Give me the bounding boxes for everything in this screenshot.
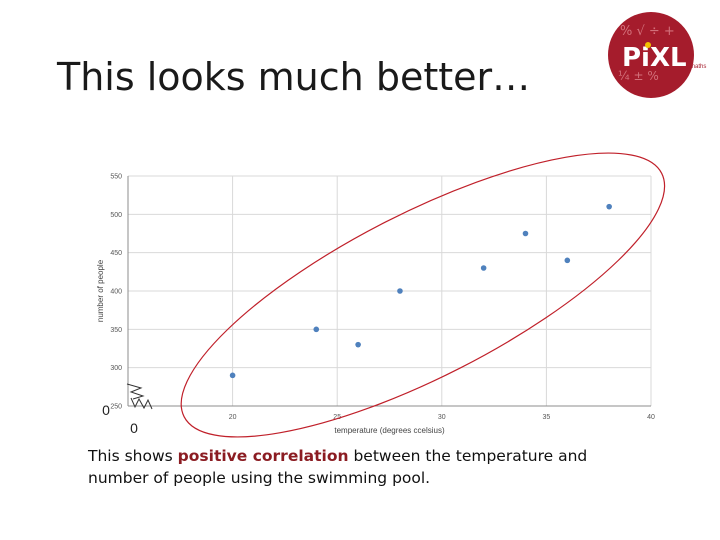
logo-symbols-2: ¼ ± %: [618, 69, 659, 83]
x-tick-label: 30: [438, 414, 446, 421]
logo-symbols: % √ ÷ +: [620, 24, 675, 39]
data-point: [606, 203, 612, 210]
data-point: [480, 265, 487, 271]
logo-brand-text: PiXL: [622, 43, 687, 73]
x-axis-zero-label: 0: [130, 420, 138, 436]
data-point: [355, 341, 361, 348]
y-tick-label: 500: [110, 212, 122, 219]
y-tick-label: 400: [110, 289, 122, 296]
x-axis-label: temperature (degrees ccelsius): [334, 426, 445, 435]
y-axis-break-mark: [126, 383, 145, 400]
data-point: [313, 326, 320, 333]
x-tick-label: 40: [647, 414, 655, 421]
data-point: [522, 230, 529, 237]
logo-subtext: maths: [690, 64, 706, 70]
caption-before: This shows: [88, 447, 178, 465]
caption-highlight: positive correlation: [177, 447, 349, 465]
highlight-ellipse: [180, 152, 666, 438]
x-tick-label: 35: [543, 414, 551, 421]
y-tick-label: 300: [110, 365, 122, 372]
caption-after: between the temperature and number of pe…: [88, 447, 588, 487]
x-axis-break-mark: [130, 397, 153, 410]
y-tick-label: 350: [110, 327, 122, 334]
data-point: [397, 288, 403, 294]
caption-text: This shows positive correlation between …: [88, 445, 648, 489]
slide-title: This looks much better…: [57, 55, 531, 99]
data-point: [564, 257, 571, 264]
x-tick-label: 20: [229, 414, 237, 421]
y-tick-label: 250: [110, 404, 122, 411]
y-tick-label: 450: [110, 250, 122, 257]
y-axis-label: number of people: [96, 259, 105, 322]
logo-dot: [645, 42, 651, 48]
x-tick-label: 25: [333, 414, 341, 421]
data-point: [229, 372, 236, 379]
y-axis-zero-label: 0: [102, 402, 110, 418]
y-tick-label: 550: [110, 174, 122, 181]
logo-circle: [608, 12, 694, 98]
